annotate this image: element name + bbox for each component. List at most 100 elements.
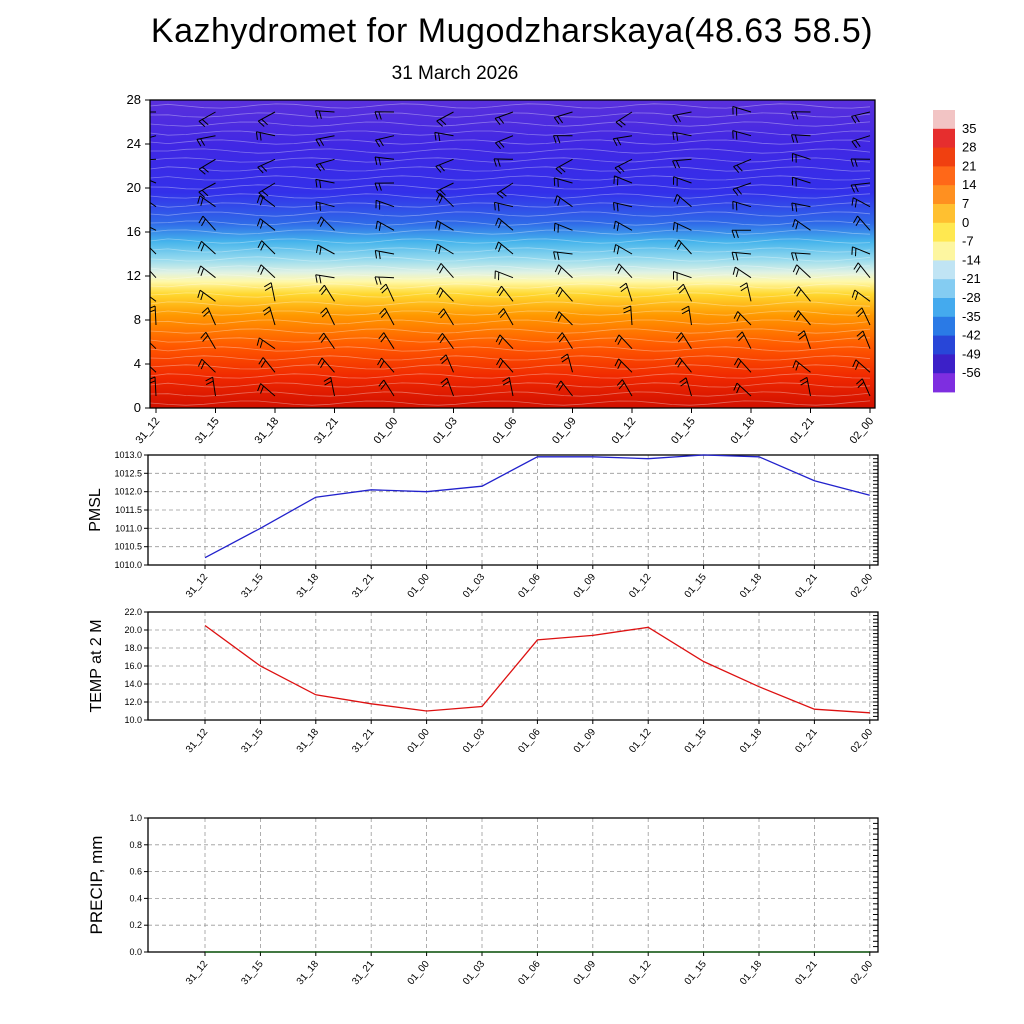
pmsl-axis-title: PMSL <box>87 488 104 532</box>
svg-text:14: 14 <box>962 177 976 192</box>
svg-text:01_12: 01_12 <box>627 959 654 988</box>
svg-text:01_12: 01_12 <box>627 727 654 756</box>
svg-text:01_00: 01_00 <box>406 959 433 988</box>
svg-text:35: 35 <box>962 121 976 136</box>
svg-text:1010.0: 1010.0 <box>114 560 142 570</box>
svg-text:31_15: 31_15 <box>193 415 222 446</box>
svg-text:1011.0: 1011.0 <box>115 523 142 533</box>
svg-text:20.0: 20.0 <box>124 625 142 635</box>
svg-text:02_00: 02_00 <box>849 959 876 988</box>
svg-text:01_06: 01_06 <box>490 415 519 446</box>
svg-text:-49: -49 <box>962 346 981 361</box>
temperature-height-chart: 0 4 8 12 16 20 24 28 31_12 31_15 31_18 31_21 01_00 01… <box>127 92 877 446</box>
contour-and-barb-layer <box>150 103 871 406</box>
precip-chart: 0.0 0.2 0.4 0.6 0.8 1.0 31_12 31_15 31_18 31_21 01… <box>129 813 879 988</box>
svg-text:01_00: 01_00 <box>371 415 400 446</box>
svg-text:01_18: 01_18 <box>728 415 757 446</box>
svg-text:0.6: 0.6 <box>129 867 142 877</box>
svg-text:1012.5: 1012.5 <box>114 468 142 478</box>
svg-text:31_21: 31_21 <box>350 572 377 601</box>
svg-text:1013.0: 1013.0 <box>114 450 142 460</box>
pmsl-chart: 1010.0 1010.5 1011.0 1011.5 1012.0 1012.5 1013… <box>114 450 879 601</box>
svg-text:12: 12 <box>127 268 141 283</box>
svg-text:01_06: 01_06 <box>516 727 543 756</box>
svg-text:31_21: 31_21 <box>350 727 377 756</box>
svg-text:0.4: 0.4 <box>129 893 142 903</box>
svg-text:31_15: 31_15 <box>239 727 266 756</box>
svg-text:0: 0 <box>962 215 969 230</box>
svg-text:01_18: 01_18 <box>738 959 765 988</box>
svg-text:31_12: 31_12 <box>184 727 211 756</box>
svg-text:01_15: 01_15 <box>669 415 698 446</box>
svg-text:20: 20 <box>127 180 141 195</box>
svg-text:01_21: 01_21 <box>788 415 817 446</box>
svg-text:01_03: 01_03 <box>431 415 460 446</box>
svg-text:02_00: 02_00 <box>849 727 876 756</box>
svg-text:12.0: 12.0 <box>124 697 142 707</box>
svg-text:4: 4 <box>134 356 141 371</box>
svg-text:1.0: 1.0 <box>129 813 142 823</box>
svg-text:01_21: 01_21 <box>793 959 820 988</box>
svg-text:31_18: 31_18 <box>295 572 322 601</box>
svg-text:01_09: 01_09 <box>550 415 579 446</box>
svg-text:-14: -14 <box>962 252 981 267</box>
svg-text:31_21: 31_21 <box>312 415 341 446</box>
svg-text:16: 16 <box>127 224 141 239</box>
svg-text:-42: -42 <box>962 328 981 343</box>
svg-text:24: 24 <box>127 136 141 151</box>
svg-text:31_15: 31_15 <box>239 572 266 601</box>
svg-text:01_03: 01_03 <box>461 959 488 988</box>
svg-text:8: 8 <box>134 312 141 327</box>
svg-text:1012.0: 1012.0 <box>114 487 142 497</box>
svg-text:01_06: 01_06 <box>516 959 543 988</box>
svg-text:31_12: 31_12 <box>133 415 162 446</box>
svg-text:31_15: 31_15 <box>239 959 266 988</box>
date-subtitle: 31 March 2026 <box>391 63 519 84</box>
svg-text:21: 21 <box>962 158 976 173</box>
svg-text:01_15: 01_15 <box>683 959 710 988</box>
svg-text:01_18: 01_18 <box>738 572 765 601</box>
svg-text:01_06: 01_06 <box>516 572 543 601</box>
svg-text:01_00: 01_00 <box>406 572 433 601</box>
svg-text:28: 28 <box>962 140 976 155</box>
svg-text:-35: -35 <box>962 309 981 324</box>
svg-text:1011.5: 1011.5 <box>115 505 142 515</box>
svg-text:01_21: 01_21 <box>793 572 820 601</box>
svg-text:1010.5: 1010.5 <box>114 542 142 552</box>
svg-text:22.0: 22.0 <box>124 607 142 617</box>
temperature-colorbar: 35 28 21 14 7 0 -7 -14 -21 -28 -35 -42 -49 -56 <box>933 110 981 393</box>
temp2m-chart: 10.0 12.0 14.0 16.0 18.0 20.0 22.0 31_12 31_15 31… <box>124 607 879 756</box>
svg-text:16.0: 16.0 <box>124 661 142 671</box>
svg-text:-21: -21 <box>962 271 981 286</box>
svg-text:01_12: 01_12 <box>609 415 638 446</box>
svg-text:-7: -7 <box>962 234 974 249</box>
svg-text:01_15: 01_15 <box>683 727 710 756</box>
svg-text:-56: -56 <box>962 365 981 380</box>
svg-text:02_00: 02_00 <box>849 572 876 601</box>
page-title: Kazhydromet for Mugodzharskaya(48.63 58.… <box>150 12 874 50</box>
svg-text:0: 0 <box>134 400 141 415</box>
svg-text:02_00: 02_00 <box>847 415 876 446</box>
svg-text:31_18: 31_18 <box>252 415 281 446</box>
svg-text:01_12: 01_12 <box>627 572 654 601</box>
svg-text:01_03: 01_03 <box>461 572 488 601</box>
svg-text:0.8: 0.8 <box>129 840 142 850</box>
svg-text:-28: -28 <box>962 290 981 305</box>
svg-text:31_12: 31_12 <box>184 959 211 988</box>
svg-text:01_21: 01_21 <box>793 727 820 756</box>
svg-text:01_09: 01_09 <box>572 959 599 988</box>
svg-text:01_15: 01_15 <box>683 572 710 601</box>
svg-text:01_00: 01_00 <box>406 727 433 756</box>
svg-text:31_18: 31_18 <box>295 727 322 756</box>
svg-text:01_09: 01_09 <box>572 572 599 601</box>
svg-text:0.0: 0.0 <box>129 947 142 957</box>
svg-text:01_18: 01_18 <box>738 727 765 756</box>
precip-axis-title: PRECIP, mm <box>87 835 106 935</box>
svg-text:10.0: 10.0 <box>124 715 142 725</box>
svg-text:31_21: 31_21 <box>350 959 377 988</box>
temp2m-axis-title: TEMP at 2 M <box>88 619 105 713</box>
svg-text:18.0: 18.0 <box>124 643 142 653</box>
svg-text:01_09: 01_09 <box>572 727 599 756</box>
